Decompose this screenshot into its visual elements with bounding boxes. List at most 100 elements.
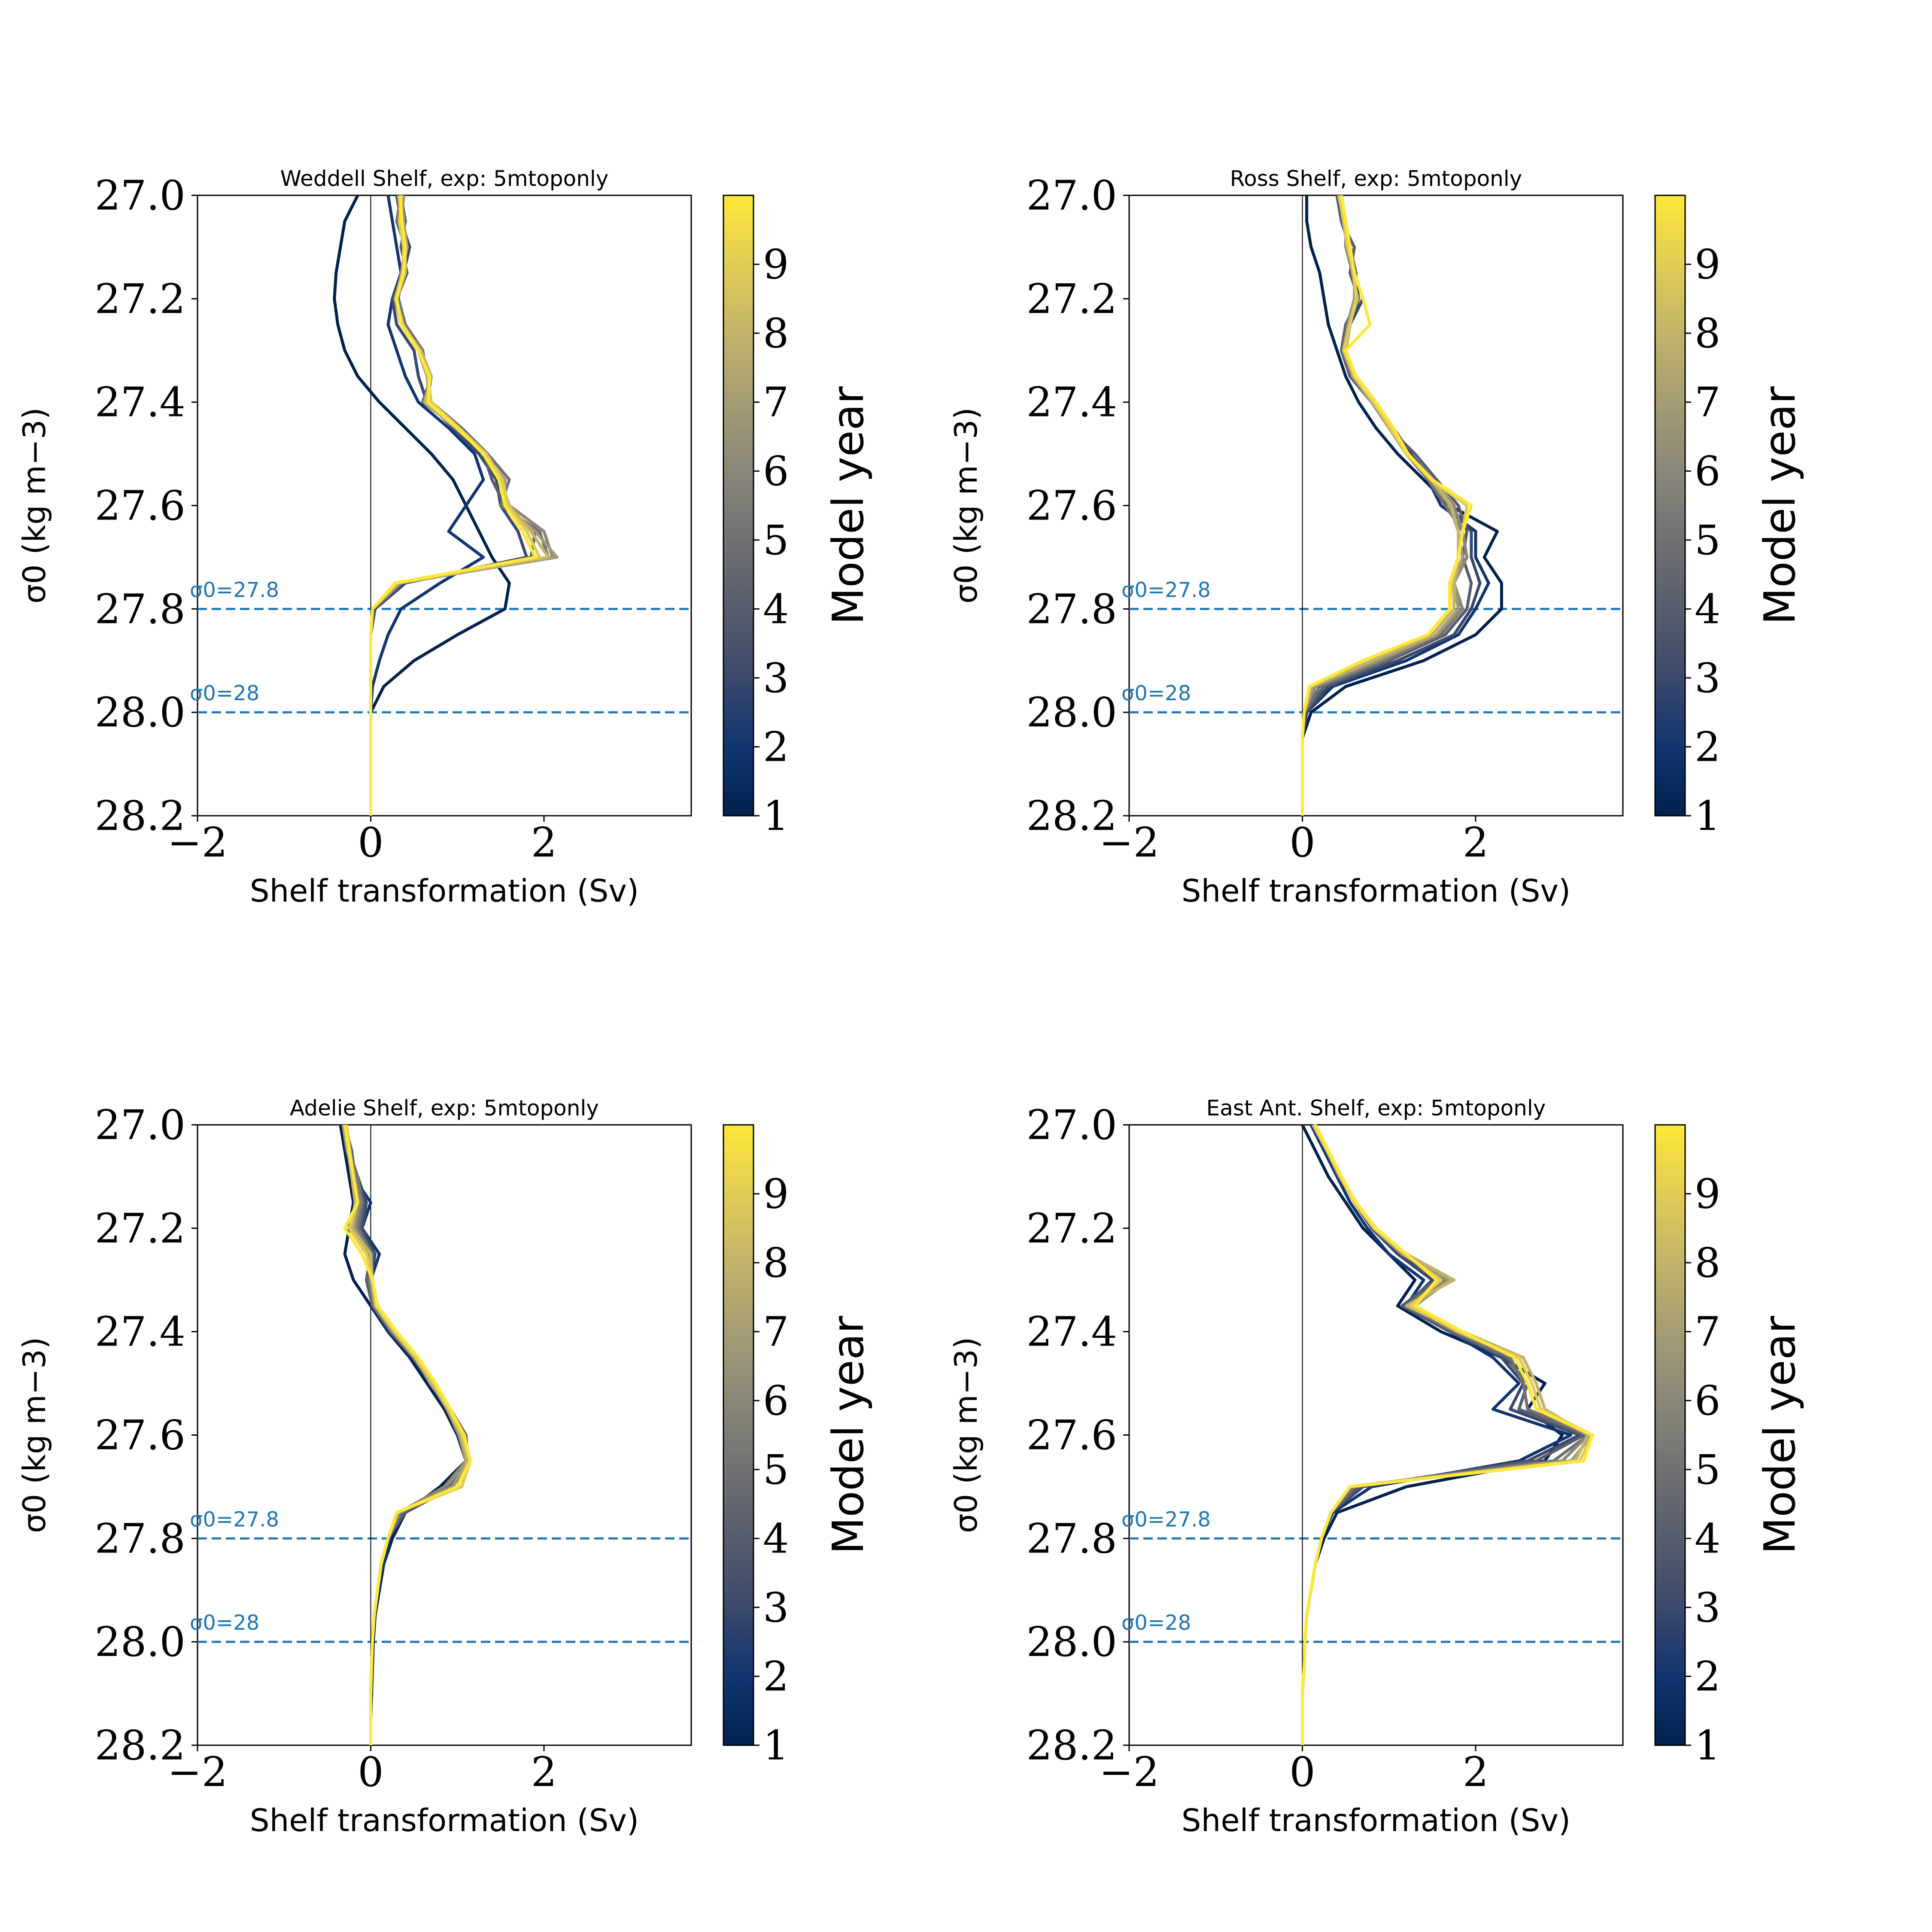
- y-tick-label: 27.0: [1026, 1102, 1117, 1149]
- colorbar-tick-label: 6: [1695, 448, 1720, 495]
- y-tick-label: 27.8: [94, 1515, 185, 1562]
- colorbar-tick-label: 1: [763, 793, 789, 840]
- y-tick-label: 27.6: [1026, 483, 1117, 530]
- colorbar-tick-label: 2: [1695, 1653, 1720, 1700]
- reference-line-label: σ0=28: [190, 1611, 259, 1635]
- colorbar: [1655, 195, 1685, 816]
- colorbar-label: Model year: [823, 1315, 873, 1554]
- x-tick-label: 2: [531, 1749, 557, 1796]
- x-tick-label: 0: [1289, 819, 1315, 866]
- y-tick-label: 28.2: [94, 1722, 185, 1769]
- y-tick-label: 28.2: [94, 793, 185, 840]
- plot-area: [1129, 195, 1623, 816]
- y-tick-label: 27.8: [94, 586, 185, 633]
- y-tick-label: 27.4: [1026, 379, 1117, 426]
- colorbar-tick-label: 4: [763, 586, 789, 633]
- x-axis-label: Shelf transformation (Sv): [250, 1802, 639, 1838]
- colorbar-tick-label: 1: [763, 1722, 789, 1769]
- colorbar-tick-label: 4: [763, 1515, 789, 1562]
- colorbar-tick-label: 7: [763, 379, 789, 426]
- colorbar-tick-label: 8: [1695, 310, 1720, 357]
- panel-title: Ross Shelf, exp: 5mtoponly: [1230, 166, 1522, 191]
- y-tick-label: 28.0: [1026, 1619, 1117, 1666]
- x-tick-label: 2: [1463, 819, 1488, 866]
- colorbar-tick-label: 6: [1695, 1377, 1720, 1425]
- panel-1: Weddell Shelf, exp: 5mtoponly σ0=27.8 σ0=2…: [16, 166, 873, 909]
- colorbar-tick-label: 8: [1695, 1239, 1720, 1287]
- reference-line-label: σ0=27.8: [1121, 578, 1211, 602]
- colorbar-tick-label: 5: [1695, 517, 1720, 564]
- colorbar-tick-label: 7: [1695, 1309, 1720, 1356]
- colorbar-tick-label: 9: [763, 241, 789, 289]
- x-axis-label: Shelf transformation (Sv): [1182, 873, 1571, 909]
- colorbar-tick-label: 9: [1695, 241, 1720, 289]
- panel-title: Weddell Shelf, exp: 5mtoponly: [280, 166, 609, 191]
- colorbar-label: Model year: [823, 386, 873, 625]
- reference-line-label: σ0=27.8: [190, 578, 279, 602]
- y-tick-label: 27.6: [94, 1412, 185, 1459]
- colorbar-tick-label: 3: [763, 1584, 789, 1631]
- y-tick-label: 27.2: [1026, 276, 1117, 323]
- y-tick-label: 27.0: [94, 1102, 185, 1149]
- reference-line-label: σ0=27.8: [1121, 1507, 1211, 1531]
- colorbar-label: Model year: [1755, 386, 1805, 625]
- y-axis-label: σ0 (kg m−3): [16, 1337, 52, 1533]
- colorbar: [1655, 1125, 1685, 1745]
- colorbar-label: Model year: [1755, 1315, 1805, 1554]
- y-axis-label: σ0 (kg m−3): [948, 407, 984, 604]
- y-tick-label: 27.2: [1026, 1205, 1117, 1252]
- y-tick-label: 27.6: [1026, 1412, 1117, 1459]
- colorbar-tick-label: 4: [1695, 586, 1720, 633]
- y-axis-label: σ0 (kg m−3): [948, 1337, 984, 1533]
- y-axis-label: σ0 (kg m−3): [16, 407, 52, 604]
- colorbar-tick-label: 2: [763, 1653, 789, 1700]
- y-tick-label: 27.0: [1026, 172, 1117, 219]
- colorbar-tick-label: 5: [763, 1446, 789, 1494]
- colorbar-tick-label: 3: [763, 655, 789, 702]
- panel-2: Ross Shelf, exp: 5mtoponlyσ0=27.8σ0=28−2…: [948, 166, 1805, 909]
- colorbar: [723, 195, 753, 816]
- panel-title: Adelie Shelf, exp: 5mtoponly: [290, 1096, 599, 1121]
- x-axis-label: Shelf transformation (Sv): [1182, 1802, 1571, 1838]
- y-tick-label: 28.0: [1026, 689, 1117, 736]
- y-tick-label: 27.4: [1026, 1309, 1117, 1356]
- reference-line-label: σ0=28: [190, 681, 259, 705]
- colorbar-tick-label: 2: [763, 723, 789, 771]
- colorbar-tick-label: 7: [763, 1309, 789, 1356]
- colorbar-tick-label: 7: [1695, 379, 1720, 426]
- colorbar-tick-label: 4: [1695, 1515, 1720, 1562]
- y-tick-label: 27.8: [1026, 586, 1117, 633]
- y-tick-label: 27.8: [1026, 1515, 1117, 1562]
- colorbar-tick-label: 8: [763, 1239, 789, 1287]
- y-tick-label: 27.4: [94, 1309, 185, 1356]
- colorbar-tick-label: 1: [1695, 1722, 1720, 1769]
- panel-title: East Ant. Shelf, exp: 5mtoponly: [1206, 1096, 1546, 1121]
- colorbar-tick-label: 3: [1695, 655, 1720, 702]
- panel-4: East Ant. Shelf, exp: 5mtoponly σ0=27.8 σ0…: [948, 1096, 1805, 1838]
- colorbar-tick-label: 8: [763, 310, 789, 357]
- x-tick-label: 2: [531, 819, 557, 866]
- colorbar: [723, 1125, 753, 1745]
- y-tick-label: 27.4: [94, 379, 185, 426]
- plot-area: [197, 1125, 691, 1745]
- panel-3: Adelie Shelf, exp: 5mtoponly σ0=27.8 σ0=28…: [16, 1096, 873, 1838]
- y-tick-label: 28.2: [1026, 793, 1117, 840]
- y-tick-label: 28.0: [94, 1619, 185, 1666]
- reference-line-label: σ0=28: [1121, 1611, 1191, 1635]
- y-tick-label: 27.0: [94, 172, 185, 219]
- colorbar-tick-label: 5: [763, 517, 789, 564]
- y-tick-label: 27.2: [94, 276, 185, 323]
- x-tick-label: 0: [1289, 1749, 1315, 1796]
- y-tick-label: 27.2: [94, 1205, 185, 1252]
- x-axis-label: Shelf transformation (Sv): [250, 873, 639, 909]
- colorbar-tick-label: 1: [1695, 793, 1720, 840]
- y-tick-label: 27.6: [94, 483, 185, 530]
- x-tick-label: 2: [1463, 1749, 1488, 1796]
- colorbar-tick-label: 6: [763, 1377, 789, 1425]
- x-tick-label: 0: [358, 1749, 383, 1796]
- colorbar-tick-label: 6: [763, 448, 789, 495]
- y-tick-label: 28.0: [94, 689, 185, 736]
- y-tick-label: 28.2: [1026, 1722, 1117, 1769]
- x-tick-label: 0: [358, 819, 383, 866]
